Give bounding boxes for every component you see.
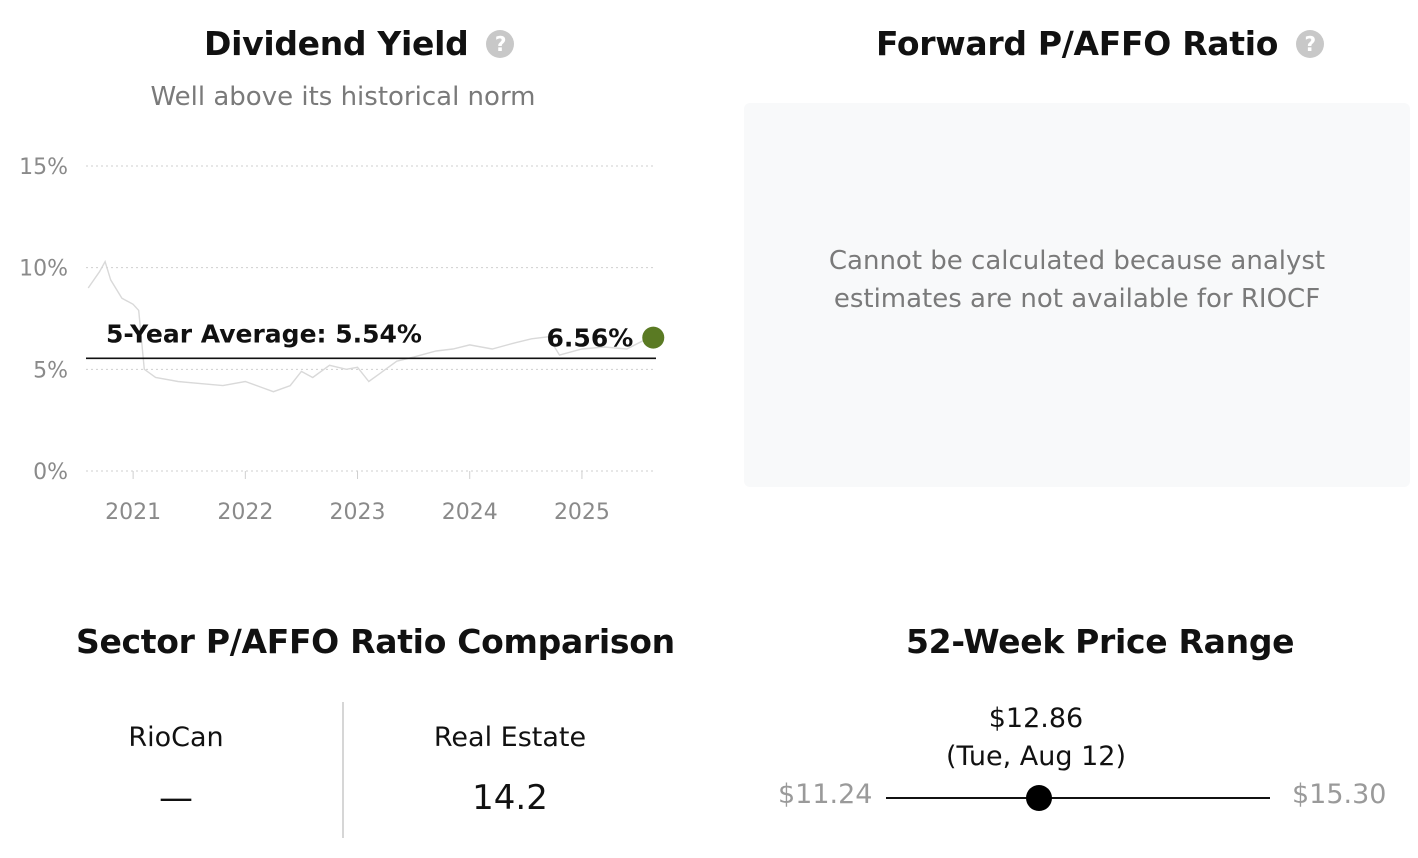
x-axis-ticks: 2021 2022 2023 2024 2025 <box>105 471 610 525</box>
y-tick-label: 0% <box>33 460 68 485</box>
dividend-yield-chart: 15% 10% 5% 0% 2021 2022 2023 2024 2025 5-Year A… <box>19 155 665 525</box>
price-range-current: $12.86 (Tue, Aug 12) <box>918 700 1154 776</box>
y-axis-ticks: 15% 10% 5% 0% <box>19 155 68 485</box>
sector-right-label: Real Estate <box>433 722 587 753</box>
x-tick-label: 2021 <box>105 500 161 525</box>
y-tick-label: 15% <box>19 155 68 180</box>
x-tick-label: 2025 <box>554 500 610 525</box>
forward-pafo-message: Cannot be calculated because analyst est… <box>828 246 1326 314</box>
x-tick-label: 2023 <box>330 500 386 525</box>
current-price: $12.86 <box>988 703 1084 734</box>
dividend-yield-title-text: Dividend Yield <box>204 24 469 63</box>
x-tick-label: 2022 <box>217 500 273 525</box>
dividend-yield-title: Dividend Yield ? <box>204 24 515 63</box>
forward-pafo-placeholder: Cannot be calculated because analyst est… <box>744 103 1410 487</box>
question-circle-icon[interactable]: ? <box>486 29 515 58</box>
yield-series-line <box>87 259 650 393</box>
sector-comparison-title: Sector P/AFFO Ratio Comparison <box>76 622 675 661</box>
y-tick-label: 10% <box>19 257 68 282</box>
current-price-date: (Tue, Aug 12) <box>945 741 1126 772</box>
range-current-marker[interactable] <box>1026 785 1053 811</box>
sector-left-label: RioCan <box>128 722 224 753</box>
chart-grid <box>86 165 656 472</box>
current-yield-label: 6.56% <box>547 324 634 353</box>
question-circle-icon[interactable]: ? <box>1296 29 1325 58</box>
current-yield-dot[interactable] <box>642 326 665 349</box>
sector-right-value: 14.2 <box>472 778 548 818</box>
sector-divider <box>342 702 344 838</box>
sector-left-value: — <box>159 778 193 818</box>
forward-pafo-title-text: Forward P/AFFO Ratio <box>876 24 1279 63</box>
forward-pafo-title: Forward P/AFFO Ratio ? <box>876 24 1325 63</box>
x-tick-label: 2024 <box>442 500 498 525</box>
range-track <box>886 797 1270 799</box>
range-high: $15.30 <box>1292 779 1387 810</box>
range-low: $11.24 <box>778 779 873 810</box>
price-range-title: 52-Week Price Range <box>906 622 1295 661</box>
five-year-average-label: 5-Year Average: 5.54% <box>106 319 422 348</box>
y-tick-label: 5% <box>33 358 68 383</box>
dividend-yield-subtitle: Well above its historical norm <box>150 82 536 112</box>
